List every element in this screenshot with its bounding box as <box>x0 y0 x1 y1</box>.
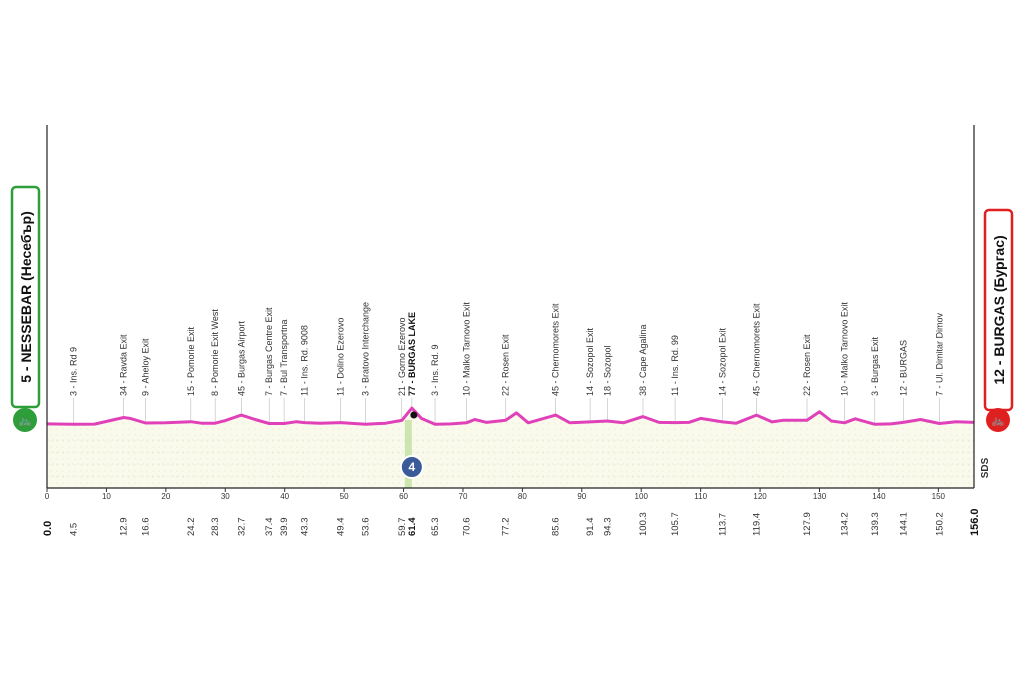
cyclist-icon <box>986 408 1010 432</box>
waypoint-km: 77.2 <box>501 518 512 537</box>
waypoint-km: 43.3 <box>299 518 310 537</box>
waypoint-label: 14 - Sozopol Exit <box>718 327 728 396</box>
waypoint-km: 37.4 <box>264 518 275 537</box>
waypoint-km: 32.7 <box>236 518 247 537</box>
x-tick-label: 130 <box>813 492 827 501</box>
x-tick-label: 50 <box>340 492 349 501</box>
x-tick-label: 20 <box>161 492 170 501</box>
waypoint-label: 21 - Gorno Ezerovo <box>397 317 407 396</box>
waypoint-km: 94.3 <box>602 518 613 537</box>
cyclist-glyph: 🚲 <box>991 415 1005 427</box>
waypoint-labels: 3 - Ins. Rd 9 34 - Ravda Exit 9 - Aheloy E… <box>69 302 945 396</box>
waypoint-label: 3 - Bratovo Interchange <box>361 302 371 396</box>
waypoint-km: 49.4 <box>336 518 347 537</box>
sprint-marker: 4 <box>399 411 424 479</box>
waypoint-km: 127.9 <box>802 512 813 536</box>
sprint-badge-icon <box>399 455 424 479</box>
sprint-badge-label: 4 <box>409 460 416 474</box>
waypoint-label: 11 - Dolino Ezerovo <box>336 318 346 396</box>
sponsor-logo: SDS <box>980 457 991 478</box>
waypoint-label: 11 - Ins. Rd. 9008 <box>299 325 309 396</box>
x-tick-label: 80 <box>518 492 527 501</box>
x-tick-label: 30 <box>221 492 230 501</box>
waypoint-km: 105.7 <box>670 512 681 536</box>
x-axis-ticks: 0 10 20 30 40 50 60 70 80 90 100 110 120 130 140 150 <box>45 488 946 501</box>
x-tick-label: 100 <box>635 492 649 501</box>
km-labels: 4.5 12.9 16.6 24.2 28.3 32.7 37.4 39.9 43.3 49.4 5… <box>69 512 946 536</box>
start-badge: 5 - NESSEBAR (Несебър) 🚲 <box>10 185 41 432</box>
waypoint-label: 10 - Malko Tarnovo Exit <box>839 302 849 396</box>
waypoint-km: 65.3 <box>430 518 441 537</box>
waypoint-km: 100.3 <box>638 512 649 536</box>
waypoint-km: 16.6 <box>141 518 152 537</box>
waypoint-km: 28.3 <box>210 518 221 537</box>
x-tick-label: 60 <box>399 492 408 501</box>
x-tick-label: 120 <box>753 492 767 501</box>
waypoint-km: 53.6 <box>361 518 372 537</box>
waypoint-label: 22 - Rosen Exit <box>802 334 812 396</box>
waypoint-km: 85.6 <box>551 518 562 537</box>
x-tick-label: 40 <box>280 492 289 501</box>
sprint-band <box>404 420 412 488</box>
waypoint-km: 59.7 <box>397 518 408 537</box>
start-label: 5 - NESSEBAR (Несебър) <box>18 211 34 383</box>
start-km: 0.0 <box>42 521 54 536</box>
waypoint-label: 38 - Cape Agalina <box>638 324 648 396</box>
waypoint-km: 113.7 <box>718 513 729 536</box>
waypoint-label: 11 - Ins. Rd. 99 <box>670 335 680 396</box>
waypoint-label: 3 - Burgas Exit <box>870 336 880 396</box>
x-tick-label: 10 <box>102 492 111 501</box>
waypoint-km: 119.4 <box>752 513 763 536</box>
waypoint-km: 24.2 <box>186 518 197 537</box>
x-tick-label: 0 <box>45 492 50 501</box>
waypoint-label: 22 - Rosen Exit <box>501 334 511 396</box>
waypoint-km: 4.5 <box>69 523 80 536</box>
x-tick-label: 140 <box>872 492 886 501</box>
waypoint-label: 15 - Pomorie Exit <box>186 326 196 396</box>
x-tick-label: 150 <box>932 492 946 501</box>
waypoint-label: 7 - Ul. Dimitar Dimov <box>935 312 945 396</box>
waypoint-km: 70.6 <box>462 518 473 537</box>
x-tick-label: 70 <box>459 492 468 501</box>
waypoint-label: 14 - Sozopol Exit <box>585 327 595 396</box>
waypoint-km: 144.1 <box>898 512 909 536</box>
cyclist-icon <box>13 408 37 432</box>
x-tick-label: 90 <box>577 492 586 501</box>
waypoint-label: 3 - Ins. Rd 9 <box>69 347 79 396</box>
waypoint-label: 3 - Ins. Rd. 9 <box>430 344 440 396</box>
waypoint-km: 91.4 <box>585 518 596 537</box>
waypoint-label: 9 - Aheloy Exit <box>141 338 151 396</box>
waypoint-label: 45 - Chernomorets Exit <box>551 303 561 396</box>
profile-line <box>46 406 975 426</box>
waypoint-label: 18 - Sozopol <box>602 345 612 396</box>
waypoint-label: 34 - Ravda Exit <box>119 334 129 396</box>
waypoint-km: 139.3 <box>870 512 881 536</box>
waypoint-km: 39.9 <box>279 518 290 537</box>
waypoint-label: 8 - Pomorie Exit West <box>210 309 220 396</box>
waypoint-label: 45 - Chernomorets Exit <box>752 303 762 396</box>
cyclist-glyph: 🚲 <box>18 415 32 427</box>
waypoint-label: 7 - Burgas Centre Exit <box>264 307 274 396</box>
waypoint-label: 45 - Burgas Airport <box>236 320 246 396</box>
finish-label: 12 - BURGAS (Бургас) <box>991 235 1007 384</box>
x-tick-label: 110 <box>694 492 707 501</box>
waypoint-label: 7 - Bul Transportna <box>279 319 289 396</box>
waypoint-km: 150.2 <box>935 512 946 536</box>
waypoint-label: 77 - BURGAS LAKE <box>407 312 417 396</box>
finish-km: 156.0 <box>969 508 981 536</box>
waypoint-km: 61.4 <box>407 517 418 536</box>
profile-fill <box>47 408 974 488</box>
waypoint-label: 12 - BURGAS <box>898 340 908 396</box>
waypoint-km: 12.9 <box>119 518 130 537</box>
finish-badge: 12 - BURGAS (Бургас) 🚲 <box>983 208 1014 432</box>
waypoint-km: 134.2 <box>839 512 850 536</box>
waypoint-label: 10 - Malko Tarnovo Exit <box>462 302 472 396</box>
